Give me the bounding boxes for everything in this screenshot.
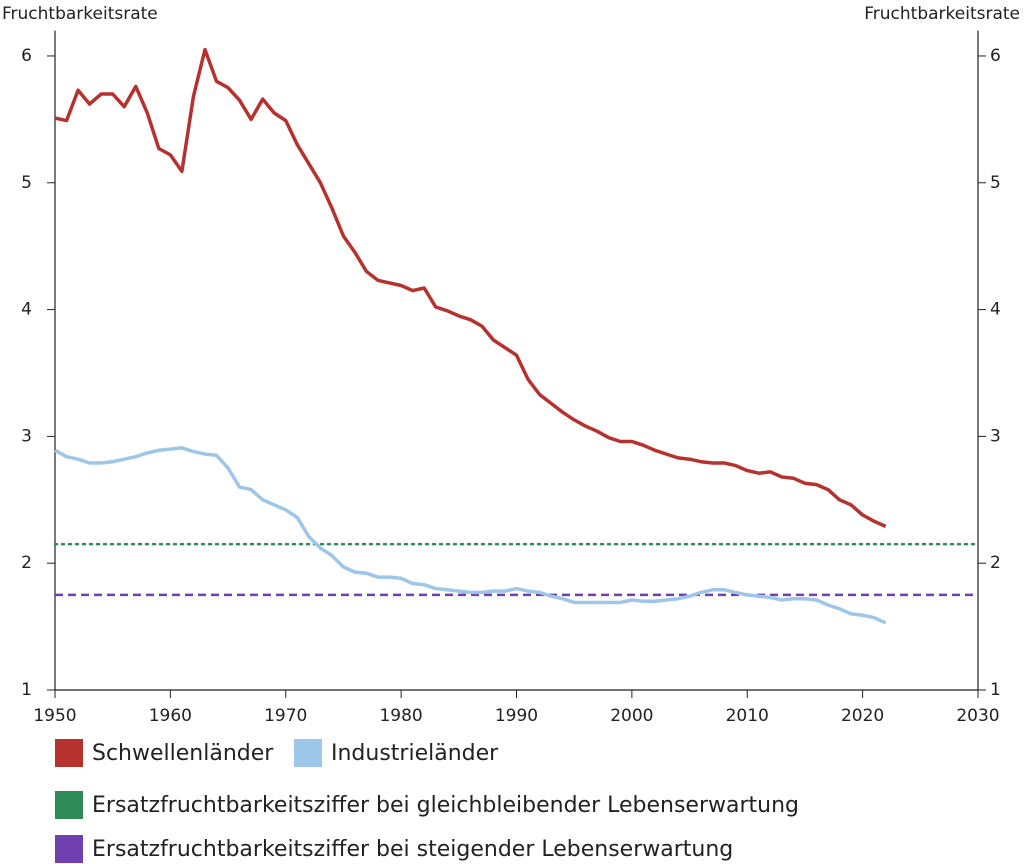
- y2-tick-label: 4: [990, 300, 1001, 320]
- y-tick-label: 2: [21, 553, 32, 573]
- y2-tick-label: 1: [990, 680, 1001, 700]
- x-tick-label: 2000: [610, 706, 653, 726]
- x-tick-label: 1970: [264, 706, 307, 726]
- x-tick-label: 1990: [495, 706, 538, 726]
- y-tick-label: 5: [21, 173, 32, 193]
- y-tick-label: 1: [21, 680, 32, 700]
- x-tick-label: 2020: [841, 706, 884, 726]
- y2-tick-label: 6: [990, 46, 1001, 66]
- y2-axis-label: Fruchtbarkeitsrate: [864, 4, 1020, 24]
- x-tick-label: 1950: [33, 706, 76, 726]
- y2-tick-label: 5: [990, 173, 1001, 193]
- y-axis-label: Fruchtbarkeitsrate: [2, 4, 158, 24]
- legend-swatch: [55, 739, 83, 767]
- legend-label: Industrieländer: [331, 741, 499, 766]
- legend-label: Ersatzfruchtbarkeitsziffer bei gleichble…: [92, 793, 799, 818]
- x-tick-label: 1960: [149, 706, 192, 726]
- y2-tick-label: 2: [990, 553, 1001, 573]
- y2-tick-label: 3: [990, 426, 1001, 446]
- legend-swatch: [55, 791, 83, 819]
- legend-label: Ersatzfruchtbarkeitsziffer bei steigende…: [92, 837, 733, 862]
- x-tick-label: 2010: [726, 706, 769, 726]
- series-line: [54, 446, 887, 625]
- x-tick-label: 1980: [379, 706, 422, 726]
- y-tick-label: 6: [21, 46, 32, 66]
- series-line: [54, 47, 887, 528]
- legend-swatch: [55, 835, 83, 863]
- y-tick-label: 4: [21, 300, 32, 320]
- x-tick-label: 2030: [956, 706, 999, 726]
- legend-label: Schwellenländer: [92, 741, 274, 766]
- legend-swatch: [294, 739, 322, 767]
- y-tick-label: 3: [21, 426, 32, 446]
